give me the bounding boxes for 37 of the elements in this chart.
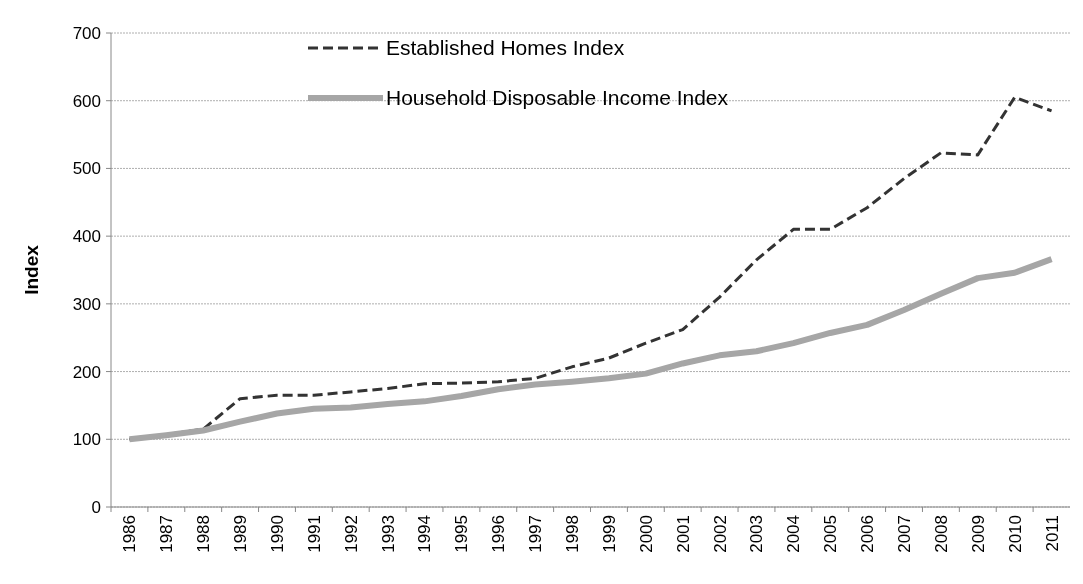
x-tick-label: 1989 <box>231 515 251 553</box>
y-axis-title: Index <box>21 244 42 295</box>
x-tick-label: 1988 <box>194 515 214 553</box>
x-tick-label: 2009 <box>968 515 988 553</box>
x-tick-label: 2007 <box>894 515 914 553</box>
x-tick-label: 1986 <box>120 515 140 553</box>
x-tick-label: 1991 <box>304 515 324 553</box>
x-tick-label: 2001 <box>673 515 693 553</box>
x-tick-label: 1995 <box>452 515 472 553</box>
y-tick-label: 500 <box>72 159 101 179</box>
x-tick-label: 1994 <box>415 515 435 553</box>
y-tick-label: 600 <box>72 91 101 111</box>
x-tick-label: 2010 <box>1005 515 1025 553</box>
x-tick-label: 1997 <box>526 515 546 553</box>
x-tick-label: 2003 <box>747 515 767 553</box>
x-tick-label: 1990 <box>267 515 287 553</box>
x-tick-label: 1993 <box>378 515 398 553</box>
legend-label: Household Disposable Income Index <box>386 86 729 110</box>
x-tick-label: 2006 <box>858 515 878 553</box>
y-tick-label: 200 <box>72 362 101 382</box>
y-tick-label: 0 <box>91 497 101 517</box>
x-tick-label: 2011 <box>1042 515 1062 552</box>
x-tick-label: 2004 <box>784 515 804 553</box>
x-tick-label: 1987 <box>157 515 177 553</box>
legend-label: Established Homes Index <box>386 36 625 60</box>
x-tick-label: 2002 <box>710 515 730 553</box>
x-tick-label: 1996 <box>489 515 509 553</box>
y-tick-label: 700 <box>72 23 101 43</box>
y-tick-label: 100 <box>72 430 101 450</box>
x-tick-label: 1999 <box>599 515 619 553</box>
x-tick-label: 1992 <box>341 515 361 553</box>
x-tick-label: 2005 <box>821 515 841 553</box>
x-tick-label: 1998 <box>563 515 583 553</box>
x-tick-label: 2000 <box>636 515 656 553</box>
y-tick-label: 300 <box>72 294 101 314</box>
y-tick-label: 400 <box>72 227 101 247</box>
x-tick-label: 2008 <box>931 515 951 553</box>
